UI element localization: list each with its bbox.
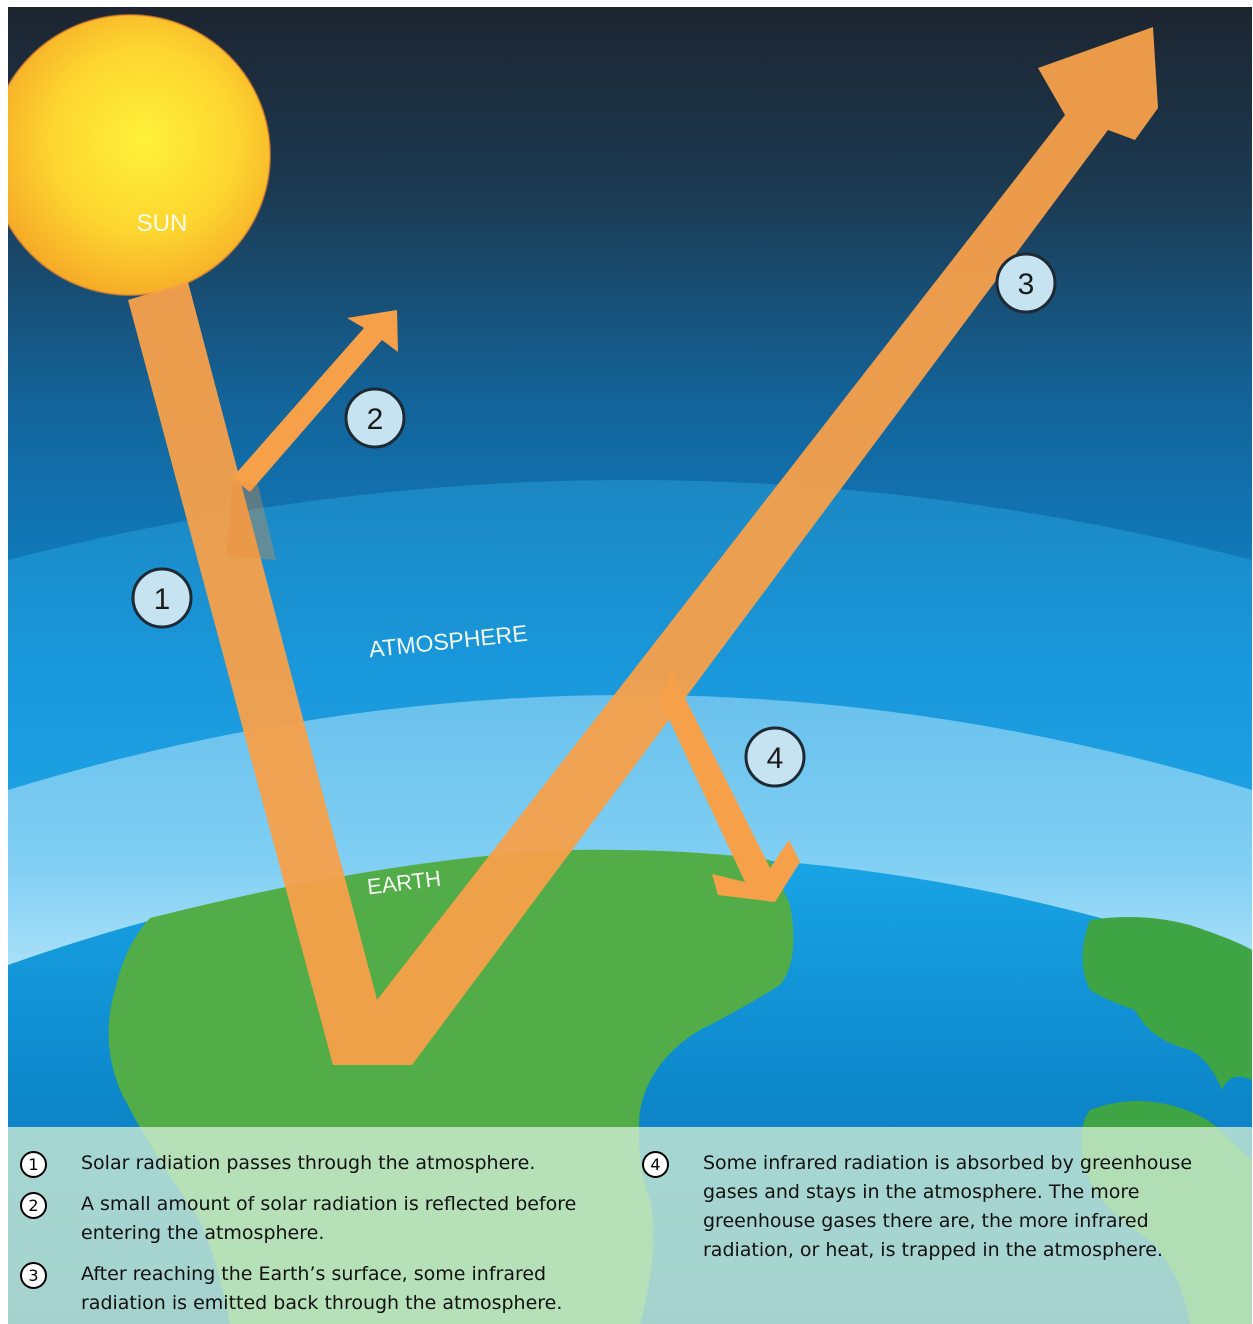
legend-panel: 1 Solar radiation passes through the atm… — [8, 1127, 1252, 1324]
atmosphere-glow — [8, 695, 1252, 980]
legend-text-3: After reaching the Earth’s surface, some… — [81, 1263, 563, 1314]
marker-4-number: 4 — [767, 742, 784, 775]
legend-column-left: 1 Solar radiation passes through the atm… — [20, 1149, 620, 1324]
sun-rim — [8, 14, 271, 296]
legend-number-4: 4 — [642, 1151, 669, 1178]
arrow-incoming-and-emitted — [128, 27, 1158, 1065]
marker-4: 4 — [744, 726, 806, 788]
legend-column-right: 4 Some infrared radiation is absorbed by… — [642, 1149, 1242, 1277]
marker-3-number: 3 — [1018, 268, 1035, 301]
legend-text-2: A small amount of solar radiation is ref… — [81, 1193, 577, 1244]
legend-number-3: 3 — [20, 1262, 47, 1289]
marker-2-number: 2 — [367, 403, 384, 436]
marker-1-number: 1 — [154, 583, 171, 616]
marker-2: 2 — [344, 387, 406, 449]
legend-item-4: 4 Some infrared radiation is absorbed by… — [642, 1149, 1242, 1265]
marker-3: 3 — [995, 252, 1057, 314]
marker-1: 1 — [131, 567, 193, 629]
sun — [8, 15, 270, 295]
continent-right — [1082, 916, 1252, 1090]
legend-number-2: 2 — [20, 1192, 47, 1219]
arrow-trapped — [660, 672, 800, 902]
legend-item-1: 1 Solar radiation passes through the atm… — [20, 1149, 620, 1178]
legend-number-1: 1 — [20, 1151, 47, 1178]
sun-label: SUN — [137, 210, 188, 237]
legend-text-1: Solar radiation passes through the atmos… — [81, 1152, 536, 1174]
legend-item-3: 3 After reaching the Earth’s surface, so… — [20, 1260, 620, 1318]
arrow-reflected — [232, 310, 398, 492]
legend-text-4: Some infrared radiation is absorbed by g… — [703, 1152, 1193, 1261]
legend-item-2: 2 A small amount of solar radiation is r… — [20, 1190, 620, 1248]
arrow-overlap — [226, 480, 276, 560]
